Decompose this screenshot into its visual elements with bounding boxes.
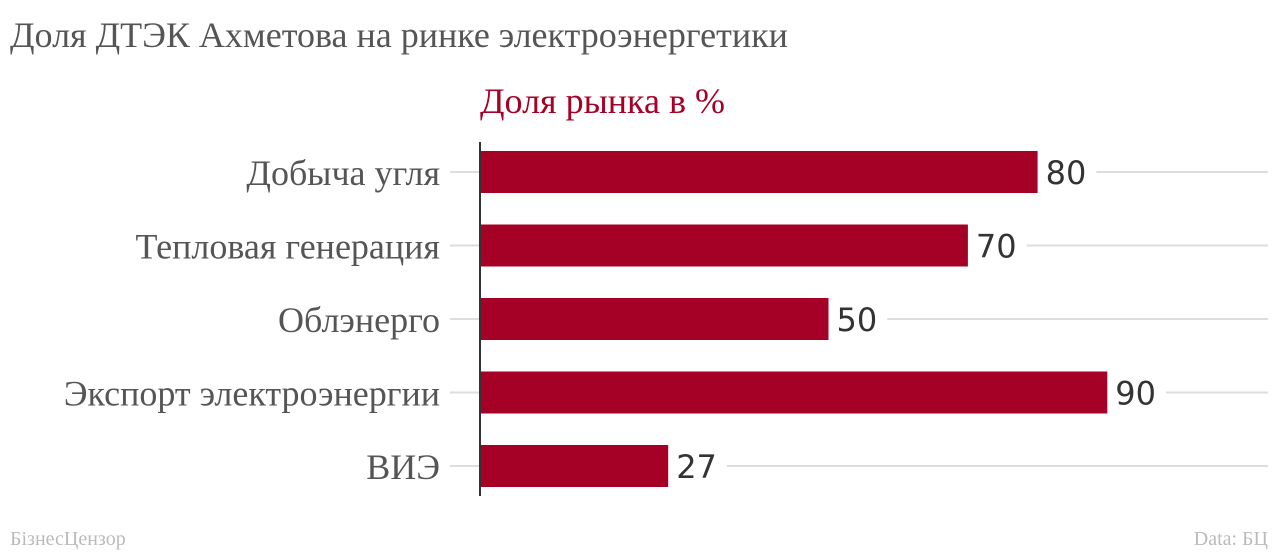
category-label: Экспорт электроэнергии	[64, 374, 440, 414]
data-credit: Data: БЦ	[1193, 528, 1268, 550]
bar	[480, 298, 829, 340]
bar-value-label: 27	[676, 448, 717, 486]
category-label: ВИЭ	[366, 447, 440, 487]
bar	[480, 151, 1038, 193]
bar	[480, 371, 1108, 414]
bar-value-label: 70	[976, 228, 1017, 266]
bar-value-label: 50	[837, 301, 878, 339]
chart-subtitle: Доля рынка в %	[480, 81, 725, 121]
page-title: Доля ДТЭК Ахметова на ринке электроэнерг…	[10, 15, 788, 55]
bar	[480, 224, 968, 267]
bar-value-label: 90	[1115, 375, 1156, 413]
category-label: Облэнерго	[278, 300, 440, 340]
bar-value-label: 80	[1046, 154, 1087, 192]
category-label: Добыча угля	[246, 153, 440, 193]
brand-footer: БізнесЦензор	[10, 528, 126, 550]
category-label: Тепловая генерация	[136, 227, 440, 267]
bar	[480, 445, 669, 487]
